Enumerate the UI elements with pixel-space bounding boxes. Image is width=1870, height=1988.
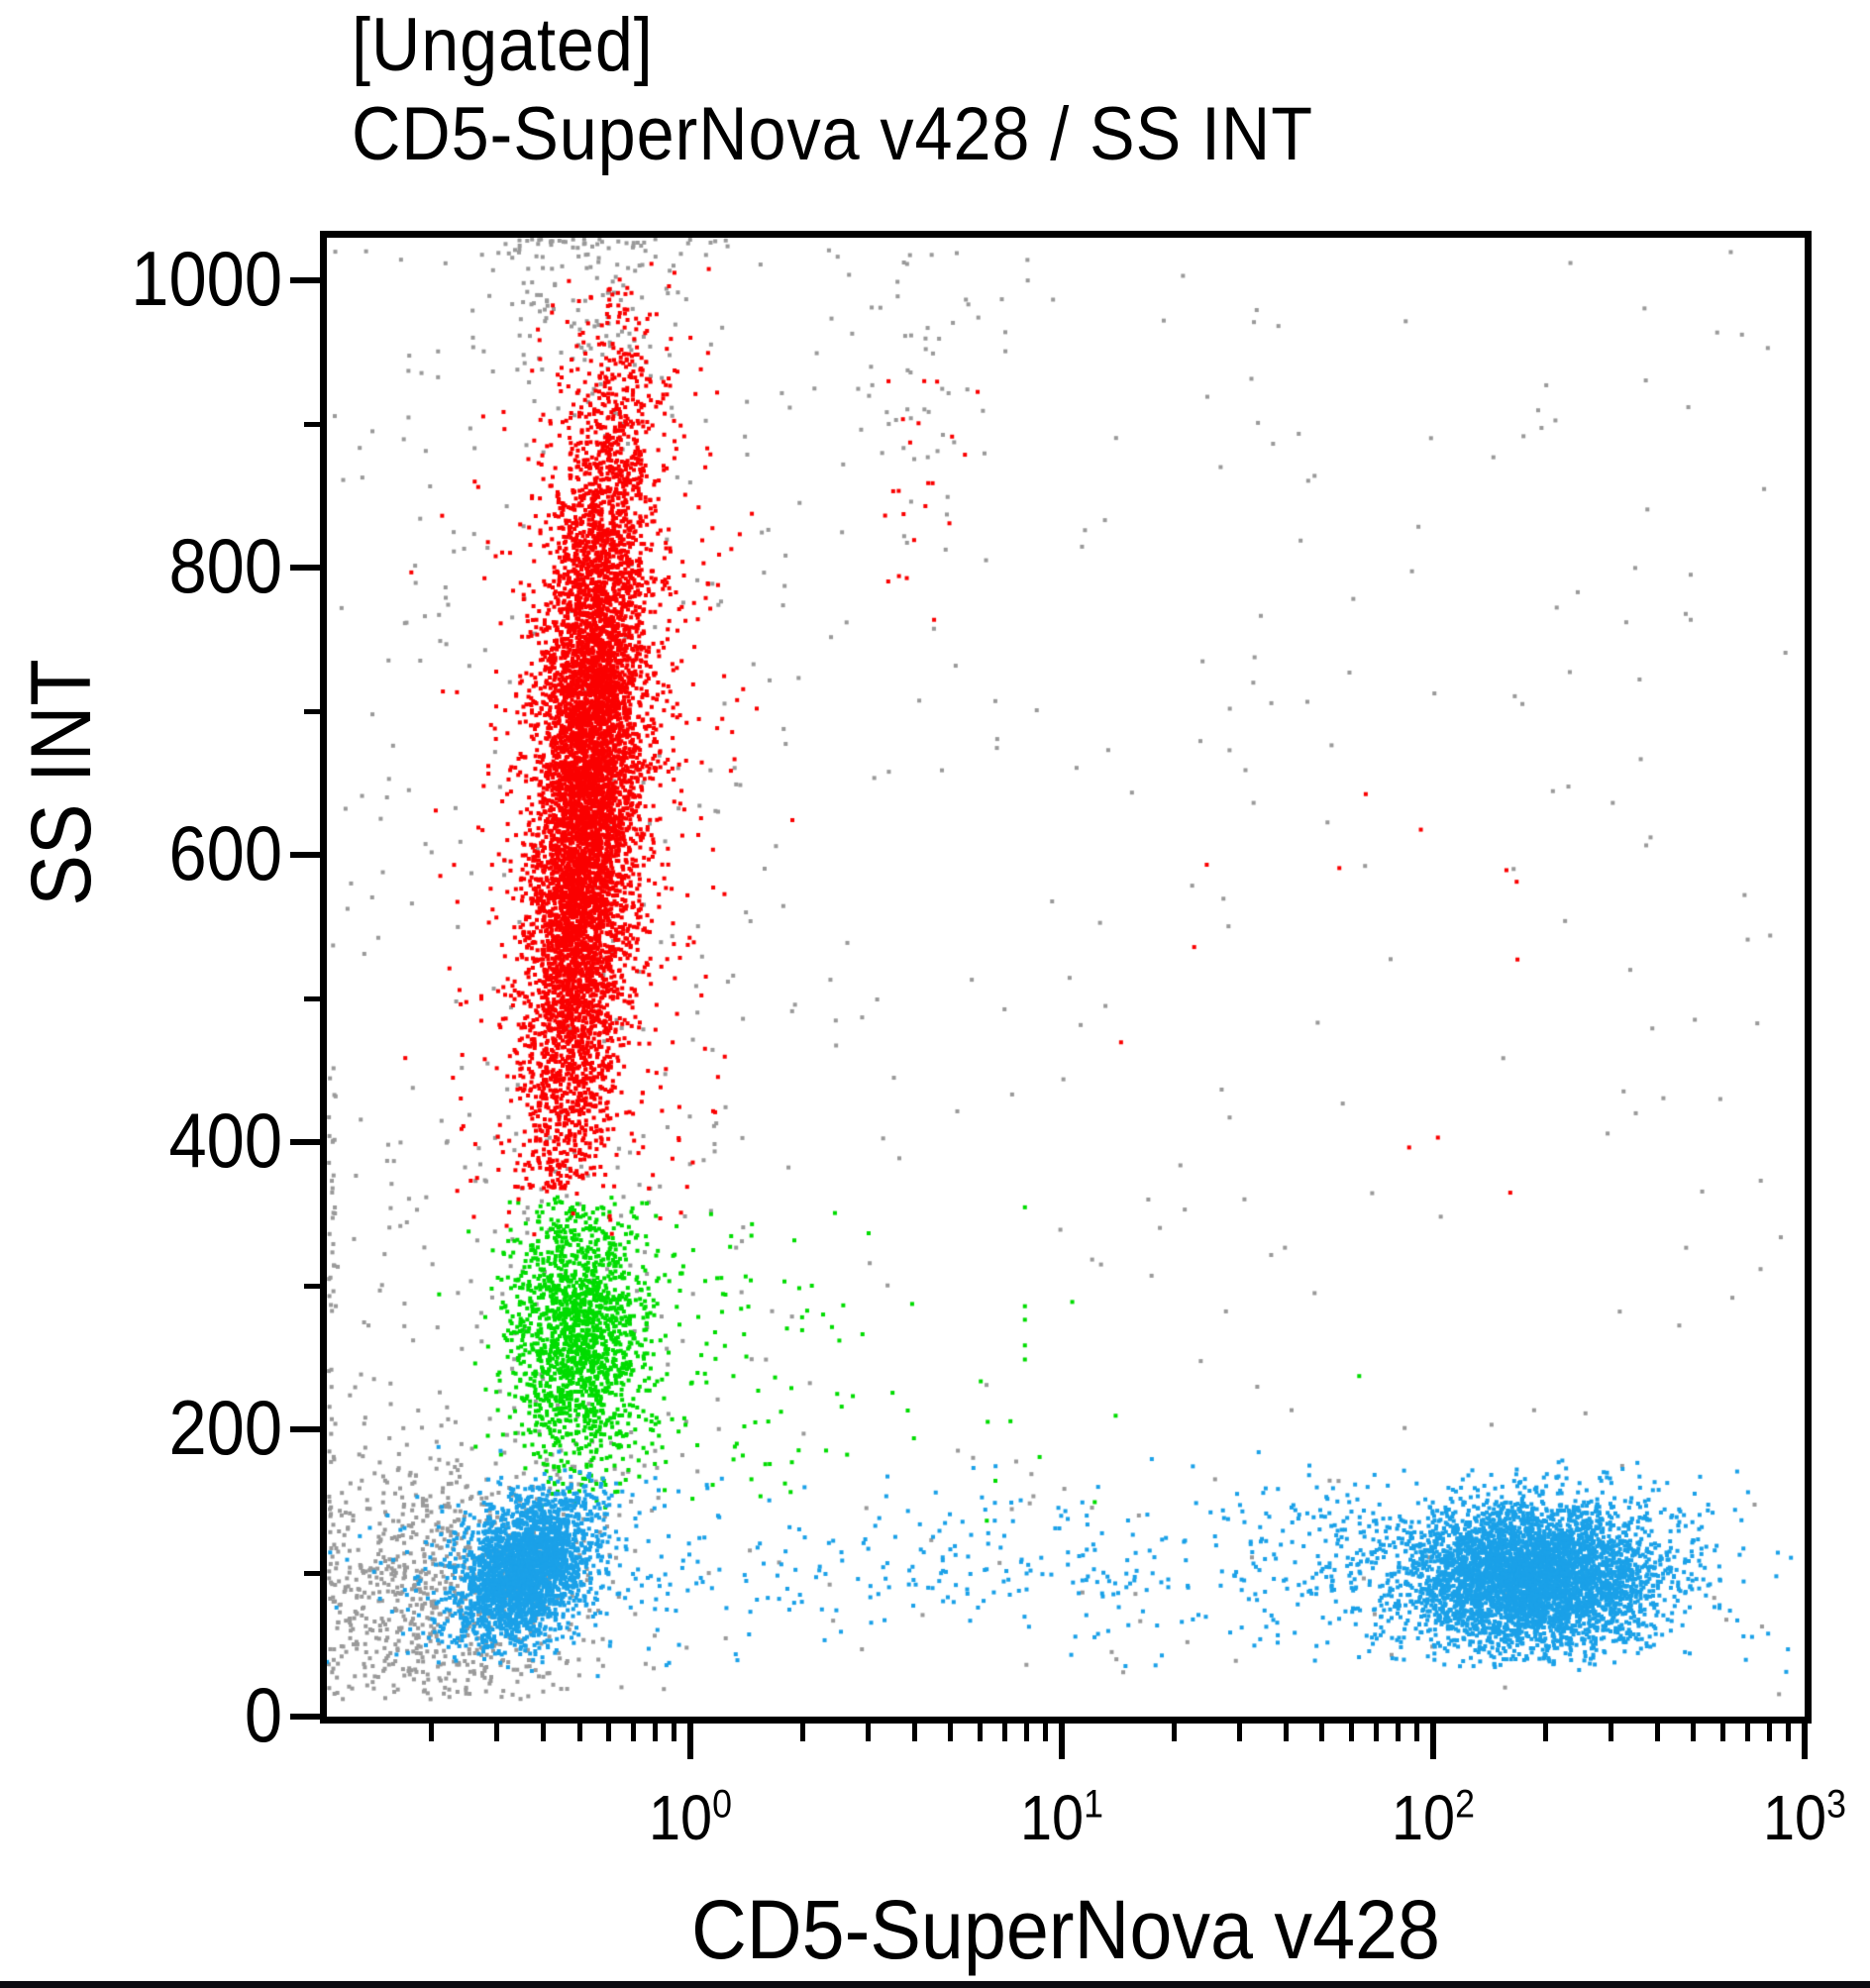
scatter-canvas[interactable] xyxy=(327,238,1805,1717)
x-minor-tick xyxy=(1654,1724,1660,1741)
x-tick-label: 100 xyxy=(649,1782,733,1853)
y-major-tick xyxy=(290,852,321,859)
x-minor-tick xyxy=(912,1724,918,1741)
x-minor-tick xyxy=(800,1724,806,1741)
x-minor-tick xyxy=(1766,1724,1772,1741)
y-axis-title: SS INT xyxy=(14,659,109,906)
x-major-tick xyxy=(1059,1724,1066,1759)
x-major-tick xyxy=(1802,1724,1808,1759)
y-minor-tick xyxy=(304,996,321,1002)
x-minor-tick xyxy=(978,1724,984,1741)
x-minor-tick xyxy=(1395,1724,1401,1741)
x-minor-tick xyxy=(1348,1724,1354,1741)
x-minor-tick xyxy=(866,1724,872,1741)
x-minor-tick xyxy=(653,1724,659,1741)
x-minor-tick xyxy=(1719,1724,1725,1741)
x-minor-tick xyxy=(606,1724,612,1741)
x-minor-tick xyxy=(429,1724,435,1741)
y-tick-label: 600 xyxy=(168,809,282,897)
y-tick-label: 0 xyxy=(244,1671,282,1758)
plot-gate-title: [Ungated] xyxy=(352,3,654,87)
x-minor-tick xyxy=(1237,1724,1243,1741)
x-minor-tick xyxy=(672,1724,677,1741)
y-tick-label: 400 xyxy=(168,1097,282,1185)
x-minor-tick xyxy=(576,1724,582,1741)
x-axis-title: CD5-SuperNova v428 xyxy=(690,1883,1441,1976)
x-major-tick xyxy=(1430,1724,1437,1759)
x-tick-label: 101 xyxy=(1020,1782,1104,1853)
x-minor-tick xyxy=(1691,1724,1697,1741)
x-tick-label: 102 xyxy=(1392,1782,1476,1853)
x-minor-tick xyxy=(541,1724,547,1741)
x-minor-tick xyxy=(631,1724,637,1741)
x-minor-tick xyxy=(1744,1724,1750,1741)
x-minor-tick xyxy=(1374,1724,1380,1741)
y-major-tick xyxy=(290,277,321,284)
plot-parameters-title: CD5-SuperNova v428 / SS INT xyxy=(352,92,1313,176)
y-major-tick xyxy=(290,565,321,572)
y-tick-label: 1000 xyxy=(131,235,282,323)
x-minor-tick xyxy=(1608,1724,1613,1741)
x-minor-tick xyxy=(1785,1724,1791,1741)
y-major-tick xyxy=(290,1714,321,1720)
y-major-tick xyxy=(290,1139,321,1146)
x-minor-tick xyxy=(1023,1724,1029,1741)
x-minor-tick xyxy=(1172,1724,1178,1741)
y-minor-tick xyxy=(304,1571,321,1577)
x-tick-label: 103 xyxy=(1763,1782,1846,1853)
x-minor-tick xyxy=(948,1724,954,1741)
y-minor-tick xyxy=(304,422,321,428)
x-minor-tick xyxy=(494,1724,500,1741)
x-major-tick xyxy=(687,1724,694,1759)
y-minor-tick xyxy=(304,1284,321,1290)
x-minor-tick xyxy=(1002,1724,1008,1741)
window-bottom-bar xyxy=(0,1981,1870,1988)
x-minor-tick xyxy=(1283,1724,1289,1741)
plot-area[interactable] xyxy=(320,231,1812,1724)
x-minor-tick xyxy=(1319,1724,1325,1741)
x-minor-tick xyxy=(1413,1724,1419,1741)
x-minor-tick xyxy=(1542,1724,1548,1741)
x-minor-tick xyxy=(1043,1724,1049,1741)
y-tick-label: 200 xyxy=(168,1384,282,1472)
y-minor-tick xyxy=(304,709,321,715)
y-major-tick xyxy=(290,1426,321,1433)
y-tick-label: 800 xyxy=(168,522,282,610)
